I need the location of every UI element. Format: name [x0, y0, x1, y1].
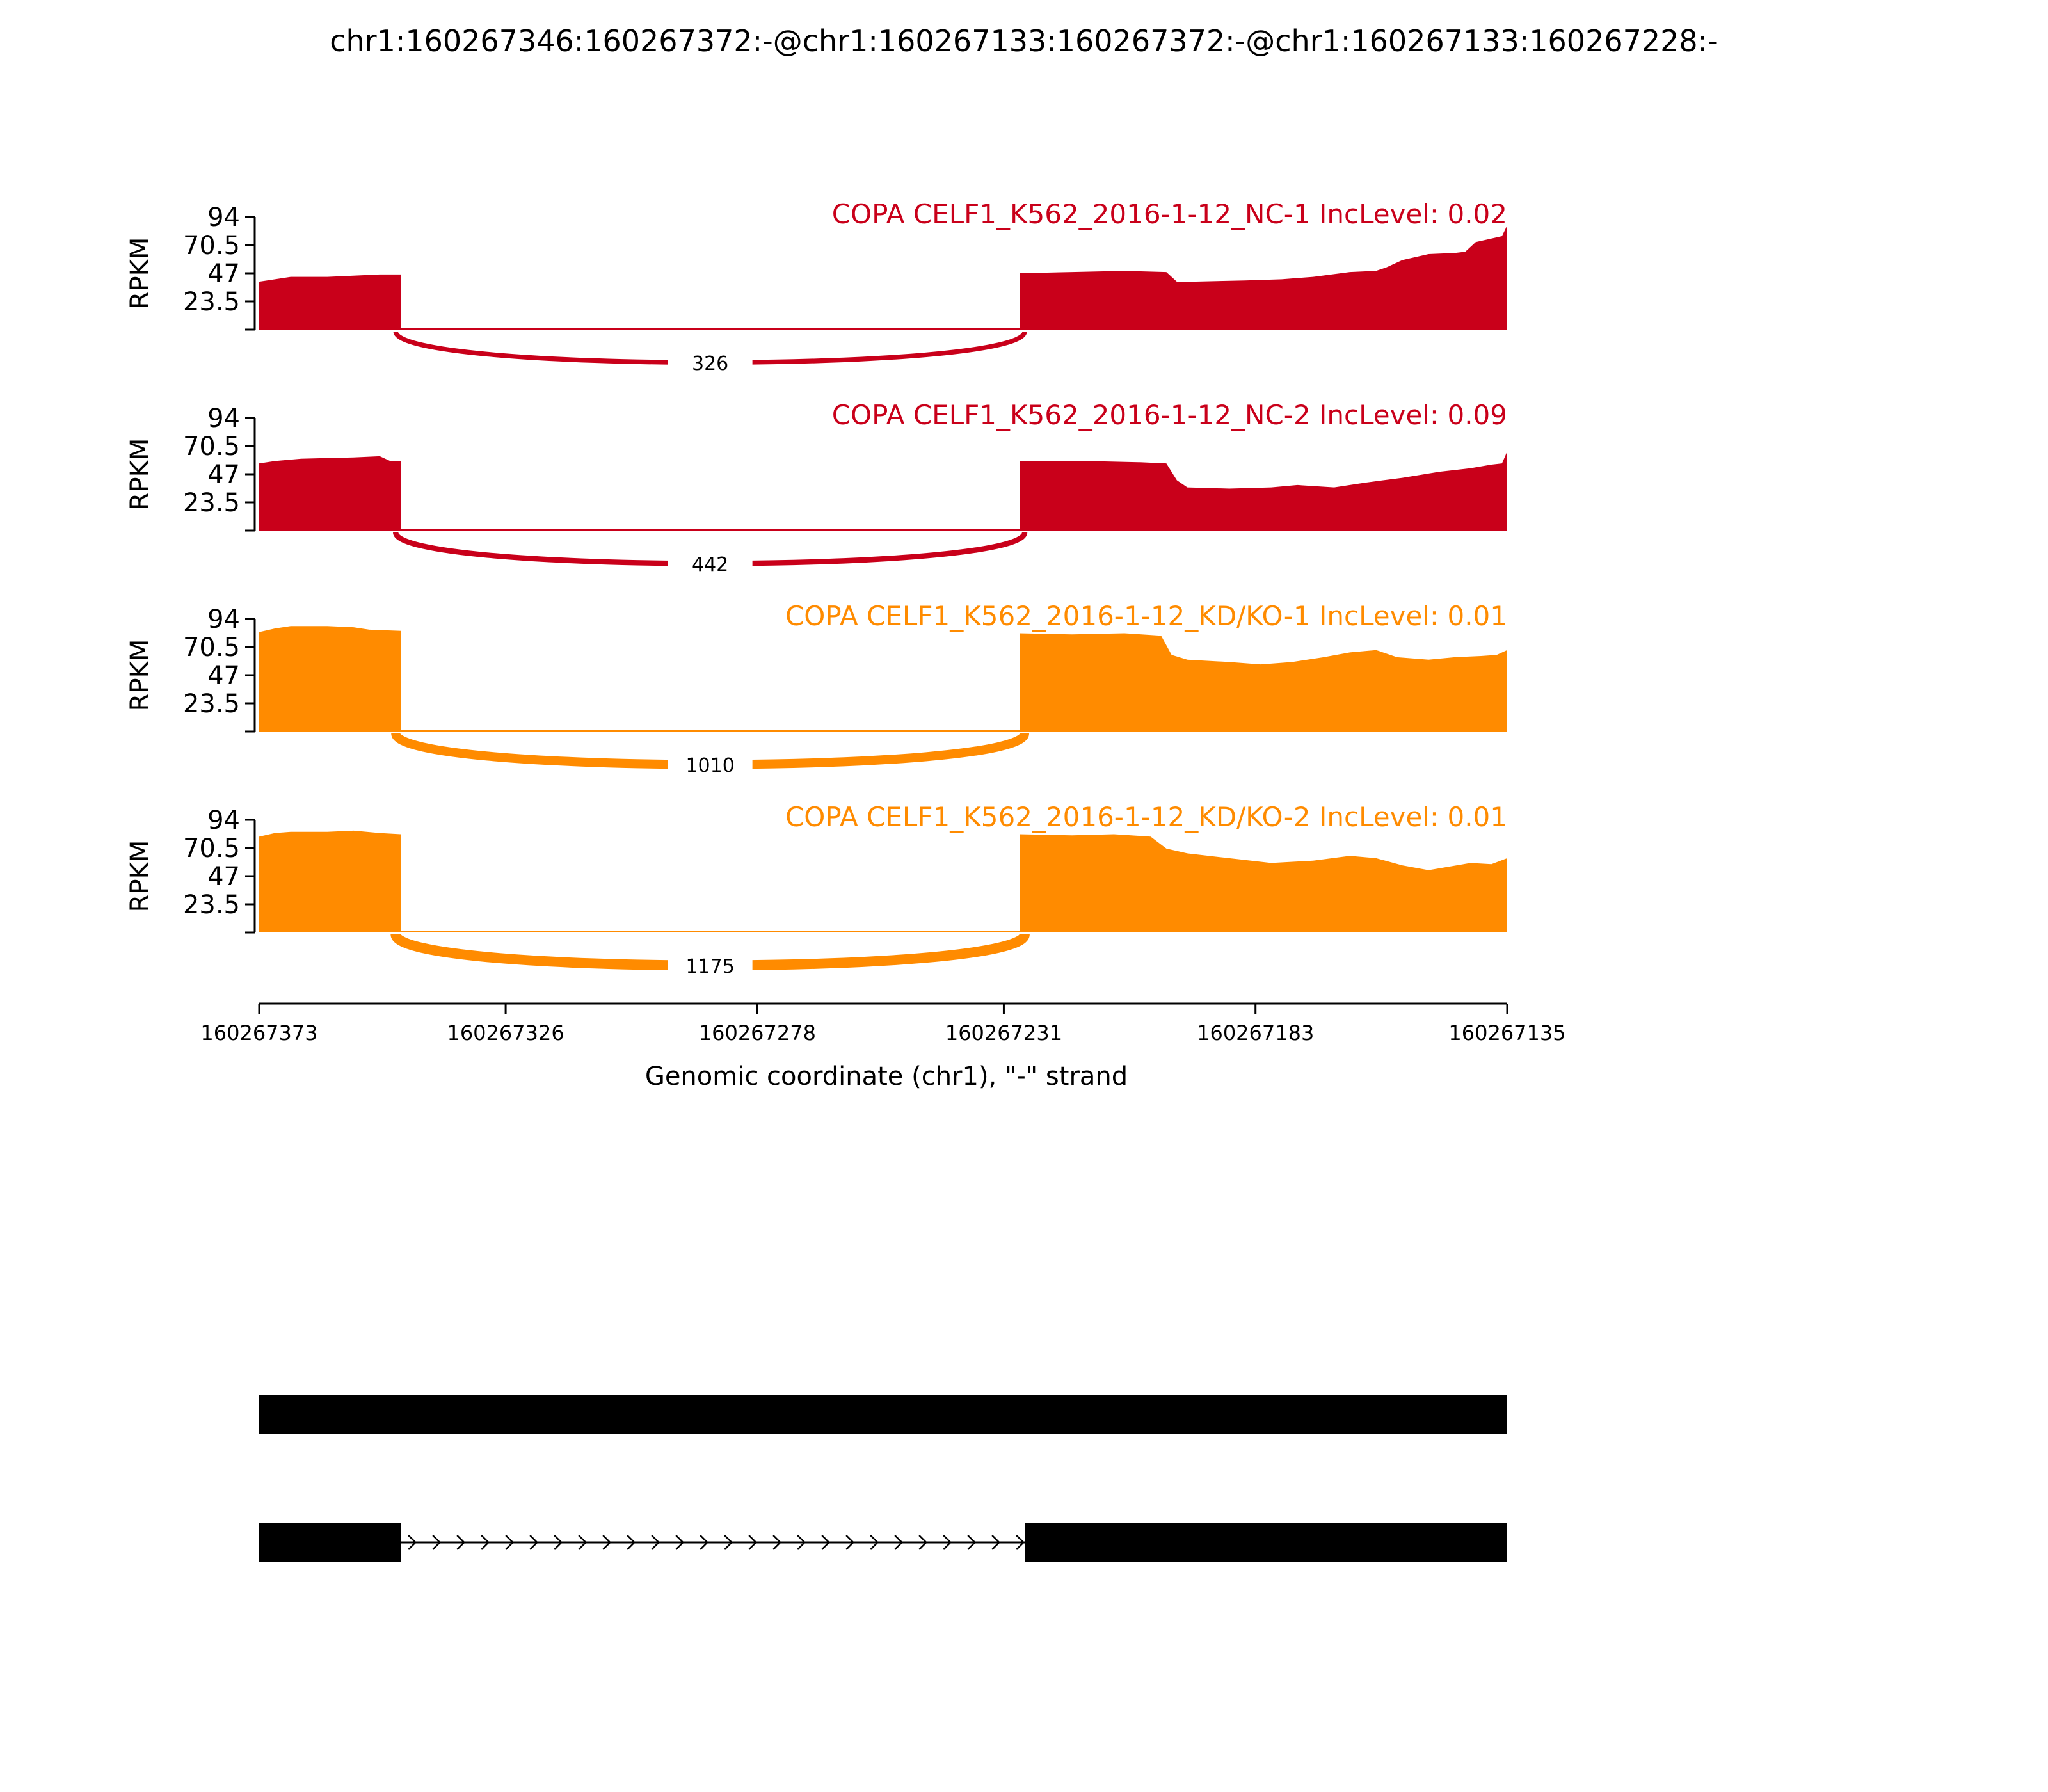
strand-arrow: [675, 1535, 684, 1550]
strand-arrow: [772, 1535, 781, 1550]
x-tick-label: 160267373: [200, 1021, 317, 1045]
coverage-area-exon-2: [1020, 225, 1507, 330]
junction-label-bg: [668, 551, 753, 577]
coverage-area-exon-2: [1020, 451, 1507, 531]
junction-label-bg: [668, 953, 753, 979]
strand-arrow: [821, 1535, 830, 1550]
strand-arrow: [918, 1535, 927, 1550]
gene-models: [259, 1395, 1507, 1562]
y-tick-label: 47: [207, 259, 240, 289]
strand-arrow: [1016, 1535, 1025, 1550]
x-tick-label: 160267231: [945, 1021, 1062, 1045]
strand-arrow: [724, 1535, 733, 1550]
x-tick-label: 160267135: [1448, 1021, 1565, 1045]
strand-arrow: [991, 1535, 1000, 1550]
y-tick-label: 23.5: [183, 890, 240, 920]
y-tick-label: 70.5: [183, 432, 240, 461]
strand-arrow: [845, 1535, 854, 1550]
strand-arrow: [943, 1535, 952, 1550]
track-label: COPA CELF1_K562_2016-1-12_KD/KO-1 IncLev…: [785, 600, 1507, 632]
strand-arrow: [481, 1535, 490, 1550]
y-axis-label: RPKM: [125, 840, 155, 913]
y-tick-label: 94: [207, 203, 240, 232]
junction-count: 326: [692, 353, 728, 375]
junction-count: 442: [692, 554, 728, 576]
x-axis: Genomic coordinate (chr1), "-" strand 16…: [200, 1002, 1566, 1091]
junction-count: 1175: [685, 956, 734, 978]
y-tick-label: 23.5: [183, 689, 240, 719]
y-tick-label: 23.5: [183, 488, 240, 518]
strand-arrow: [505, 1535, 514, 1550]
figure-title: chr1:160267346:160267372:-@chr1:16026713…: [330, 24, 1718, 58]
track-label: COPA CELF1_K562_2016-1-12_NC-2 IncLevel:…: [832, 399, 1507, 431]
strand-arrow: [651, 1535, 660, 1550]
strand-arrow: [797, 1535, 806, 1550]
y-tick-label: 94: [207, 806, 240, 835]
x-tick-label: 160267183: [1197, 1021, 1314, 1045]
y-tick-label: 70.5: [183, 231, 240, 260]
strand-arrow: [529, 1535, 538, 1550]
x-axis-label: Genomic coordinate (chr1), "-" strand: [645, 1062, 1128, 1091]
strand-arrow: [554, 1535, 563, 1550]
junction-label-bg: [668, 350, 753, 376]
y-axis-label: RPKM: [125, 438, 155, 511]
strand-arrow: [748, 1535, 757, 1550]
strand-arrow: [627, 1535, 636, 1550]
junction-count: 1010: [685, 755, 734, 777]
y-tick-label: 94: [207, 404, 240, 433]
strand-arrow: [432, 1535, 441, 1550]
y-tick-label: 47: [207, 661, 240, 691]
x-tick-label: 160267278: [699, 1021, 816, 1045]
y-axis-label: RPKM: [125, 639, 155, 712]
y-tick-label: 23.5: [183, 287, 240, 317]
strand-arrow: [456, 1535, 465, 1550]
y-axis-label: RPKM: [125, 237, 155, 310]
gene-model-1: [259, 1395, 1507, 1434]
coverage-area-exon-1: [259, 274, 401, 330]
track-label: COPA CELF1_K562_2016-1-12_NC-1 IncLevel:…: [832, 198, 1507, 230]
strand-arrow: [578, 1535, 587, 1550]
coverage-area-exon-2: [1020, 834, 1507, 932]
strand-arrow: [870, 1535, 879, 1550]
track-label: COPA CELF1_K562_2016-1-12_KD/KO-2 IncLev…: [785, 801, 1507, 833]
gene-model-2: [259, 1523, 1507, 1562]
coverage-area-exon-1: [259, 830, 401, 932]
strand-arrow: [602, 1535, 611, 1550]
strand-arrow: [967, 1535, 976, 1550]
exon-block: [259, 1395, 1507, 1434]
strand-arrow: [700, 1535, 708, 1550]
strand-arrow: [894, 1535, 903, 1550]
x-tick-label: 160267326: [447, 1021, 564, 1045]
coverage-area-exon-2: [1020, 633, 1507, 732]
exon-block: [259, 1523, 401, 1562]
coverage-area-exon-1: [259, 456, 401, 531]
coverage-area-exon-1: [259, 626, 401, 732]
y-tick-label: 47: [207, 862, 240, 892]
y-tick-label: 70.5: [183, 633, 240, 662]
y-tick-label: 94: [207, 605, 240, 634]
exon-block: [1025, 1523, 1507, 1562]
strand-arrow: [408, 1535, 417, 1550]
junction-label-bg: [668, 752, 753, 778]
y-tick-label: 47: [207, 460, 240, 490]
y-tick-label: 70.5: [183, 834, 240, 863]
